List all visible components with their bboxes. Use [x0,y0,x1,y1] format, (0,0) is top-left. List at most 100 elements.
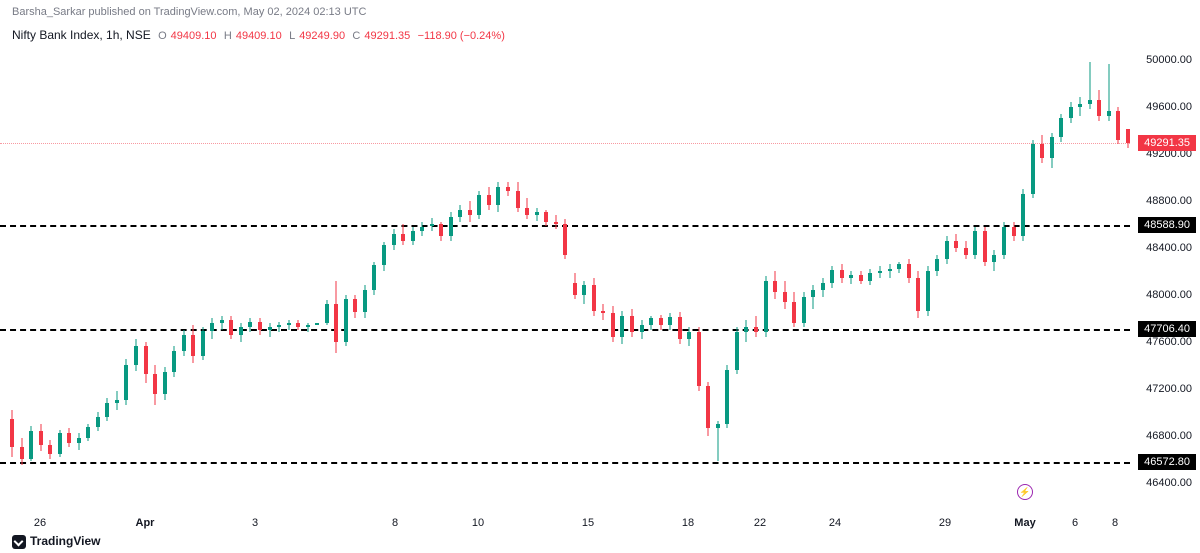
candle[interactable] [1002,48,1006,506]
candle[interactable] [153,48,157,506]
candle[interactable] [411,48,415,506]
candle[interactable] [554,48,558,506]
candle[interactable] [716,48,720,506]
candle[interactable] [868,48,872,506]
candle[interactable] [1107,48,1111,506]
candle[interactable] [134,48,138,506]
candle[interactable] [39,48,43,506]
candle[interactable] [601,48,605,506]
candle[interactable] [1116,48,1120,506]
candle[interactable] [163,48,167,506]
candle[interactable] [29,48,33,506]
candle[interactable] [964,48,968,506]
candle[interactable] [10,48,14,506]
candle[interactable] [496,48,500,506]
candle[interactable] [630,48,634,506]
candle[interactable] [754,48,758,506]
candle[interactable] [973,48,977,506]
candle[interactable] [201,48,205,506]
candle[interactable] [229,48,233,506]
candle[interactable] [611,48,615,506]
candle[interactable] [182,48,186,506]
candle[interactable] [535,48,539,506]
candle[interactable] [58,48,62,506]
candle[interactable] [296,48,300,506]
candle[interactable] [382,48,386,506]
candle[interactable] [449,48,453,506]
candle[interactable] [334,48,338,506]
candle[interactable] [983,48,987,506]
candle[interactable] [325,48,329,506]
candle[interactable] [1050,48,1054,506]
candle[interactable] [659,48,663,506]
candle[interactable] [220,48,224,506]
candle[interactable] [706,48,710,506]
candle[interactable] [86,48,90,506]
candle[interactable] [306,48,310,506]
candle[interactable] [897,48,901,506]
candle[interactable] [363,48,367,506]
candle[interactable] [344,48,348,506]
candle[interactable] [907,48,911,506]
candle[interactable] [697,48,701,506]
candle[interactable] [764,48,768,506]
candle[interactable] [888,48,892,506]
candle[interactable] [172,48,176,506]
candle[interactable] [372,48,376,506]
candle[interactable] [77,48,81,506]
candle[interactable] [573,48,577,506]
candle[interactable] [20,48,24,506]
candle[interactable] [849,48,853,506]
candle[interactable] [1012,48,1016,506]
candle[interactable] [48,48,52,506]
candle[interactable] [1021,48,1025,506]
candle[interactable] [439,48,443,506]
candle[interactable] [640,48,644,506]
candle[interactable] [649,48,653,506]
candle[interactable] [1040,48,1044,506]
candle[interactable] [725,48,729,506]
candle[interactable] [945,48,949,506]
candle[interactable] [840,48,844,506]
candle[interactable] [277,48,281,506]
candle[interactable] [248,48,252,506]
candle[interactable] [353,48,357,506]
candle[interactable] [1078,48,1082,506]
candle[interactable] [144,48,148,506]
candle[interactable] [96,48,100,506]
candle[interactable] [821,48,825,506]
candle[interactable] [210,48,214,506]
candle[interactable] [239,48,243,506]
candle[interactable] [392,48,396,506]
candle[interactable] [191,48,195,506]
candle[interactable] [506,48,510,506]
candle[interactable] [487,48,491,506]
candle[interactable] [878,48,882,506]
candle[interactable] [668,48,672,506]
candle[interactable] [458,48,462,506]
candle[interactable] [859,48,863,506]
candle[interactable] [525,48,529,506]
candle[interactable] [1097,48,1101,506]
candle[interactable] [468,48,472,506]
candle[interactable] [916,48,920,506]
candle[interactable] [67,48,71,506]
candle[interactable] [783,48,787,506]
candle[interactable] [620,48,624,506]
candle[interactable] [315,48,319,506]
candle[interactable] [678,48,682,506]
earnings-icon[interactable] [1017,484,1033,500]
candle[interactable] [287,48,291,506]
candle[interactable] [258,48,262,506]
candle[interactable] [592,48,596,506]
candle[interactable] [105,48,109,506]
candle[interactable] [477,48,481,506]
candle[interactable] [124,48,128,506]
candle[interactable] [773,48,777,506]
candle[interactable] [744,48,748,506]
candle[interactable] [935,48,939,506]
candle[interactable] [926,48,930,506]
candle[interactable] [830,48,834,506]
candle[interactable] [992,48,996,506]
time-axis[interactable]: 26Apr38101518222429May68 [0,517,1130,535]
